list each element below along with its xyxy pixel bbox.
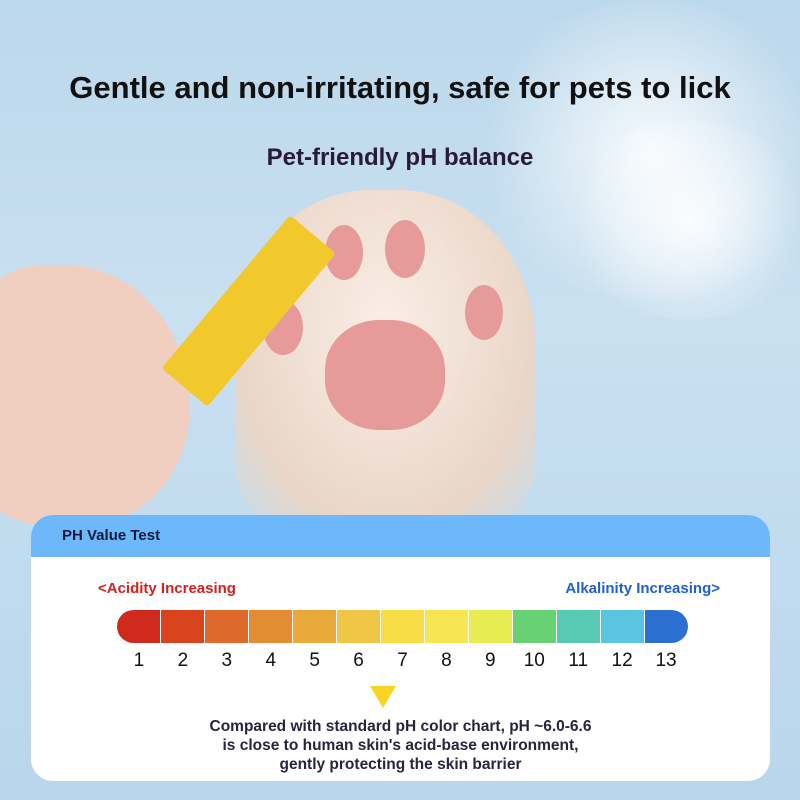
hand-image bbox=[0, 265, 190, 525]
ph-number: 9 bbox=[485, 650, 496, 671]
ph-number: 11 bbox=[568, 650, 589, 671]
ph-segment-4 bbox=[249, 610, 293, 643]
ph-number: 12 bbox=[611, 650, 633, 671]
ph-segment-12 bbox=[601, 610, 645, 643]
ph-number: 6 bbox=[353, 650, 364, 671]
ph-segment-3 bbox=[205, 610, 249, 643]
acidity-label: <Acidity Increasing bbox=[98, 580, 236, 597]
card-title: PH Value Test bbox=[31, 515, 770, 557]
ph-number: 2 bbox=[177, 650, 189, 671]
ph-segment-1 bbox=[117, 610, 161, 643]
ph-segment-7 bbox=[381, 610, 425, 643]
cloud bbox=[560, 120, 800, 320]
ph-note: Compared with standard pH color chart, p… bbox=[31, 717, 770, 774]
ph-segment-5 bbox=[293, 610, 337, 643]
ph-number: 13 bbox=[655, 650, 677, 671]
ph-segment-13 bbox=[645, 610, 688, 643]
ph-segment-11 bbox=[557, 610, 601, 643]
subheadline: Pet-friendly pH balance bbox=[266, 144, 534, 171]
ph-number: 8 bbox=[441, 650, 452, 671]
ph-scale-numbers: 1 2 3 4 5 6 7 8 9 10 11 12 13 bbox=[117, 650, 688, 672]
ph-number: 10 bbox=[523, 650, 545, 671]
ph-number: 4 bbox=[265, 650, 277, 671]
ph-segment-8 bbox=[425, 610, 469, 643]
ph-indicator-triangle-icon bbox=[370, 686, 396, 708]
ph-segment-2 bbox=[161, 610, 205, 643]
headline: Gentle and non-irritating, safe for pets… bbox=[69, 70, 731, 105]
alkalinity-label: Alkalinity Increasing> bbox=[565, 580, 720, 597]
ph-segment-6 bbox=[337, 610, 381, 643]
note-line: Compared with standard pH color chart, p… bbox=[209, 718, 592, 735]
note-line: is close to human skin's acid-base envir… bbox=[222, 737, 579, 754]
note-line: gently protecting the skin barrier bbox=[279, 756, 522, 773]
ph-color-scale bbox=[117, 610, 688, 643]
ph-segment-9 bbox=[469, 610, 513, 643]
ph-segment-10 bbox=[513, 610, 557, 643]
ph-test-card: PH Value Test <Acidity Increasing Alkali… bbox=[31, 515, 770, 781]
ph-number: 7 bbox=[397, 650, 408, 671]
ph-number: 3 bbox=[221, 650, 233, 671]
ph-number: 1 bbox=[133, 650, 145, 671]
ph-number: 5 bbox=[309, 650, 320, 671]
